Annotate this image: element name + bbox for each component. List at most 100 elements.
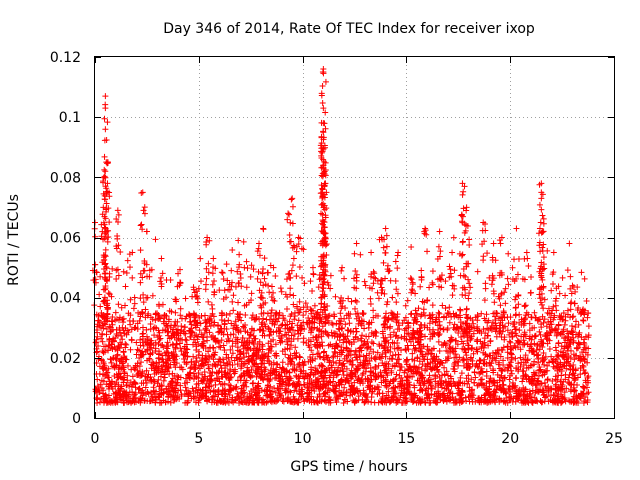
data-point — [398, 363, 405, 370]
data-point — [123, 269, 130, 276]
data-point — [221, 320, 228, 327]
data-point — [352, 333, 359, 340]
data-point — [442, 305, 449, 312]
data-point — [514, 271, 521, 278]
data-point — [395, 249, 402, 256]
data-point — [320, 349, 327, 356]
data-point — [564, 327, 571, 334]
data-point — [490, 240, 497, 247]
data-point — [352, 305, 359, 312]
data-point — [346, 380, 353, 387]
data-point — [487, 362, 494, 369]
data-point — [241, 324, 248, 331]
data-point — [230, 307, 237, 314]
data-point — [357, 251, 364, 258]
data-point — [429, 302, 436, 309]
data-point — [536, 367, 543, 374]
data-point — [216, 343, 223, 350]
data-point — [228, 267, 235, 274]
data-point — [525, 262, 532, 269]
data-point — [121, 369, 128, 376]
data-point — [253, 373, 260, 380]
data-point — [513, 311, 520, 318]
data-point — [265, 353, 272, 360]
data-point — [205, 348, 212, 355]
data-point — [137, 270, 144, 277]
data-point — [504, 275, 511, 282]
data-point — [383, 243, 390, 250]
data-point — [106, 270, 113, 277]
data-point — [540, 215, 547, 222]
data-point — [584, 314, 591, 321]
data-point — [466, 280, 473, 287]
data-point — [137, 279, 144, 286]
data-point — [407, 275, 414, 282]
data-point — [157, 335, 164, 342]
data-point — [568, 299, 575, 306]
data-point — [379, 360, 386, 367]
data-point — [436, 310, 443, 317]
data-point — [126, 389, 133, 396]
y-tick-label: 0 — [72, 411, 81, 427]
data-point — [449, 292, 456, 299]
data-point — [540, 305, 547, 312]
x-tick-label: 25 — [605, 431, 623, 447]
data-point — [134, 367, 141, 374]
data-point — [113, 275, 120, 282]
data-point — [412, 307, 419, 314]
data-point — [457, 374, 464, 381]
data-point — [411, 346, 418, 353]
data-point — [538, 206, 545, 213]
data-point — [410, 342, 417, 349]
data-point — [211, 278, 218, 285]
data-point — [375, 295, 382, 302]
data-point — [363, 390, 370, 397]
data-point — [128, 366, 135, 373]
data-point — [293, 273, 300, 280]
data-point — [467, 354, 474, 361]
data-point — [459, 291, 466, 298]
data-point — [268, 307, 275, 314]
data-point — [320, 284, 327, 291]
data-point — [229, 298, 236, 305]
data-point — [190, 370, 197, 377]
data-point — [327, 341, 334, 348]
data-point — [108, 359, 115, 366]
data-point — [437, 248, 444, 255]
data-point — [202, 326, 209, 333]
data-point — [585, 389, 592, 396]
data-point — [408, 310, 415, 317]
data-point — [203, 241, 210, 248]
data-point — [136, 363, 143, 370]
data-point — [538, 380, 545, 387]
data-point — [355, 313, 362, 320]
data-point — [226, 310, 233, 317]
data-point — [581, 370, 588, 377]
data-point — [304, 303, 311, 310]
data-point — [435, 338, 442, 345]
data-point — [206, 365, 213, 372]
data-point — [509, 264, 516, 271]
data-point — [322, 78, 329, 85]
data-point — [197, 365, 204, 372]
data-point — [393, 299, 400, 306]
data-point — [387, 331, 394, 338]
data-point — [422, 367, 429, 374]
data-point — [141, 204, 148, 211]
data-point — [208, 301, 215, 308]
data-point — [538, 399, 545, 406]
data-point — [467, 363, 474, 370]
data-point — [435, 309, 442, 316]
data-point — [114, 207, 121, 214]
data-point — [305, 315, 312, 322]
data-point — [528, 362, 535, 369]
data-point — [478, 310, 485, 317]
data-point — [223, 261, 230, 268]
data-point — [378, 289, 385, 296]
data-point — [549, 280, 556, 287]
data-point — [231, 397, 238, 404]
data-point — [256, 327, 263, 334]
data-point — [315, 350, 322, 357]
data-point — [114, 235, 121, 242]
data-point — [256, 240, 263, 247]
